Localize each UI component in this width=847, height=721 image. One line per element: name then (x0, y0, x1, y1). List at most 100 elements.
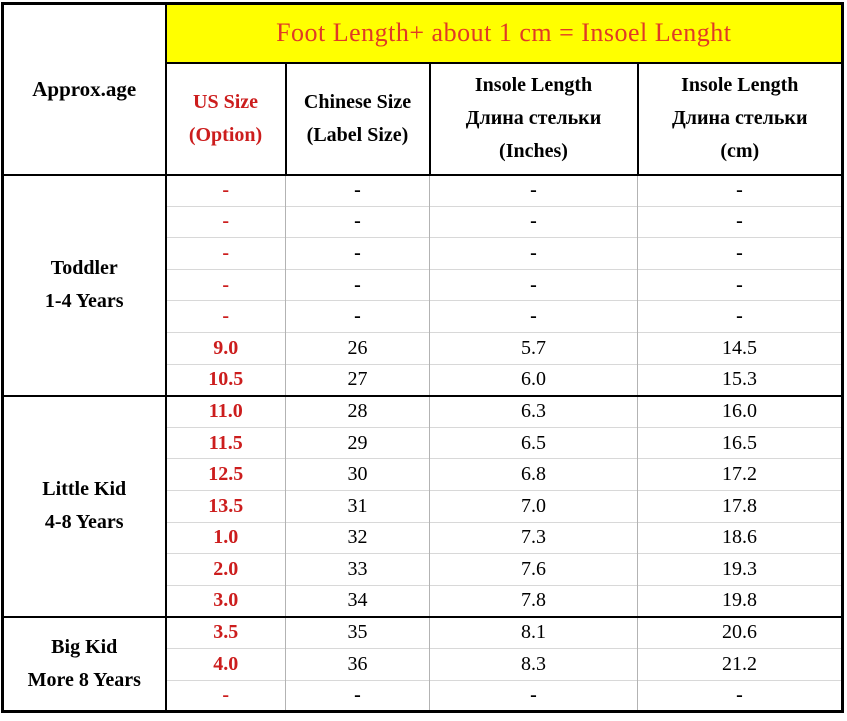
insole-cm-cell: 17.8 (637, 489, 843, 523)
chinese-size-cell: 35 (285, 615, 430, 649)
chinese-size-cell: - (285, 237, 430, 270)
insole-inches-cell: 7.6 (429, 553, 638, 586)
chinese-size-cell: 27 (285, 363, 430, 396)
age-column-header-label: Approx.age (32, 76, 137, 101)
us-size-column-header: US Size (Option) (164, 61, 287, 176)
insole-cm-cell: 14.5 (637, 331, 843, 365)
table-row: ---- (3, 268, 843, 301)
table-row: 9.0 26 5.7 14.5 (3, 331, 843, 365)
insole-cm-cell: - (637, 679, 843, 712)
insole-inches-cell: 5.7 (429, 331, 638, 365)
chinese-size-cell: - (285, 300, 430, 333)
insole-inches-column-header: Insole Length Длина стельки (Inches) (428, 61, 639, 176)
table-row: ---- (3, 237, 843, 270)
us-size-header-line2: (Option) (188, 123, 263, 146)
us-size-cell: - (165, 268, 286, 301)
foot-length-banner: Foot Length+ about 1 cm = Insoel Lenght (164, 2, 844, 64)
insole-inches-cell: - (429, 300, 638, 333)
table-row: ---- (3, 679, 843, 712)
insole-inches-cell: - (429, 679, 638, 712)
chinese-size-column-header: Chinese Size (Label Size) (284, 61, 431, 176)
us-size-cell: 11.0 (165, 394, 286, 428)
table-row: 3.0 34 7.8 19.8 (3, 584, 843, 617)
us-size-cell: 3.5 (165, 615, 286, 649)
banner-row: Approx.age Foot Length+ about 1 cm = Ins… (1, 2, 844, 176)
age-column-header: Approx.age (1, 2, 167, 176)
insole-cm-header-line2: Длина стельки (672, 107, 808, 129)
insole-inches-cell: 7.8 (429, 584, 638, 617)
insole-inches-cell: 8.1 (429, 615, 638, 649)
insole-cm-cell: 20.6 (637, 615, 843, 649)
insole-inches-header-line3: (Inches) (499, 140, 568, 162)
table-row: 12.5 30 6.8 17.2 (3, 458, 843, 491)
insole-inches-cell: 6.0 (429, 363, 638, 396)
table-row: 4.0 36 8.3 21.2 (3, 647, 843, 680)
insole-inches-cell: - (429, 205, 638, 238)
insole-inches-cell: 6.8 (429, 458, 638, 491)
chinese-size-cell: - (285, 268, 430, 301)
chinese-size-cell: - (285, 173, 430, 207)
insole-cm-header-line1: Insole Length (681, 74, 799, 96)
age-group-label: Big Kid More 8 Years (2, 615, 167, 712)
insole-cm-cell: 17.2 (637, 458, 843, 491)
chinese-size-cell: 28 (285, 394, 430, 428)
insole-cm-cell: 19.3 (637, 553, 843, 586)
table-row: 11.5 29 6.5 16.5 (3, 426, 843, 459)
insole-cm-header-line3: (cm) (720, 140, 760, 162)
insole-cm-cell: 18.6 (637, 521, 843, 554)
chinese-size-cell: 29 (285, 426, 430, 459)
us-size-cell: - (165, 173, 286, 207)
age-group-label: Little Kid 4-8 Years (2, 394, 167, 617)
insole-inches-cell: - (429, 268, 638, 301)
table-row: 2.0 33 7.6 19.3 (3, 553, 843, 586)
insole-cm-column-header: Insole Length Длина стельки (cm) (636, 61, 844, 176)
insole-inches-cell: 7.0 (429, 489, 638, 523)
age-group-label: Toddler 1-4 Years (2, 173, 167, 396)
chinese-size-cell: 31 (285, 489, 430, 523)
insole-cm-cell: - (637, 173, 843, 207)
us-size-cell: 2.0 (165, 553, 286, 586)
insole-cm-cell: 15.3 (637, 363, 843, 396)
us-size-cell: 12.5 (165, 458, 286, 491)
us-size-cell: - (165, 679, 286, 712)
chinese-size-header-line2: (Label Size) (306, 123, 409, 146)
insole-cm-cell: - (637, 268, 843, 301)
table-row: 13.5 31 7.0 17.8 (3, 489, 843, 523)
column-header-row: US Size (Option) Chinese Size (Label Siz… (3, 61, 844, 176)
us-size-cell: - (165, 237, 286, 270)
insole-cm-cell: 16.5 (637, 426, 843, 459)
us-size-cell: 3.0 (165, 584, 286, 617)
us-size-cell: 10.5 (165, 363, 286, 396)
table-row: ---- (3, 205, 843, 238)
insole-cm-cell: - (637, 300, 843, 333)
table-row: Toddler 1-4 Years - - - - (2, 173, 843, 396)
insole-inches-cell: 7.3 (429, 521, 638, 554)
us-size-cell: - (165, 300, 286, 333)
chinese-size-cell: 30 (285, 458, 430, 491)
us-size-cell: 9.0 (165, 331, 286, 365)
us-size-cell: 11.5 (165, 426, 286, 459)
insole-inches-header-line2: Длина стельки (465, 107, 602, 129)
table-row: 1.0 32 7.3 18.6 (3, 521, 843, 554)
insole-cm-cell: 16.0 (637, 394, 843, 428)
chinese-size-cell: - (285, 205, 430, 238)
table-row: Little Kid 4-8 Years 11.0 28 6.3 16.0 (2, 394, 843, 617)
table-row: ---- (3, 300, 843, 333)
table-row: 10.5 27 6.0 15.3 (3, 363, 843, 396)
size-table-body: Toddler 1-4 Years - - - - - - - - - - - - - - - - - - - -9.0 2… (2, 173, 843, 712)
chinese-size-header-line1: Chinese Size (303, 90, 412, 113)
insole-inches-cell: 6.5 (429, 426, 638, 459)
insole-cm-cell: 21.2 (637, 647, 843, 680)
chinese-size-cell: 26 (285, 331, 430, 365)
chinese-size-cell: 32 (285, 521, 430, 554)
chinese-size-cell: 34 (285, 584, 430, 617)
insole-inches-cell: 6.3 (429, 394, 638, 428)
insole-inches-cell: - (429, 173, 638, 207)
us-size-cell: 1.0 (165, 521, 286, 554)
us-size-cell: 4.0 (165, 647, 286, 680)
chinese-size-cell: 36 (285, 647, 430, 680)
chinese-size-cell: - (285, 679, 430, 712)
insole-inches-cell: - (429, 237, 638, 270)
